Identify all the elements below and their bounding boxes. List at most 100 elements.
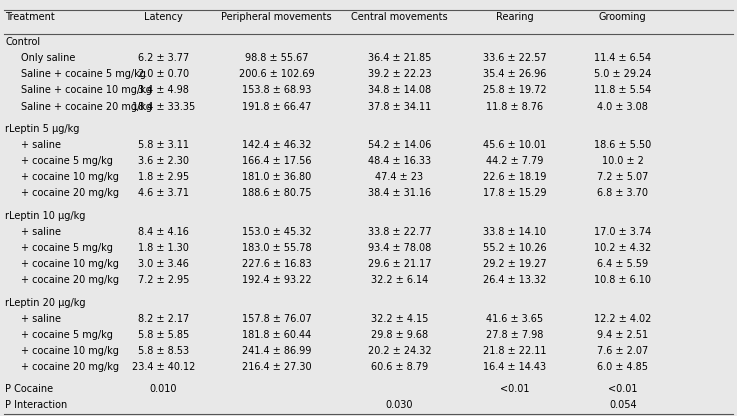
Text: 39.2 ± 22.23: 39.2 ± 22.23 (368, 69, 431, 79)
Text: 7.2 ± 2.95: 7.2 ± 2.95 (138, 275, 189, 285)
Text: 192.4 ± 93.22: 192.4 ± 93.22 (242, 275, 311, 285)
Text: 93.4 ± 78.08: 93.4 ± 78.08 (368, 243, 431, 253)
Text: rLeptin 20 µg/kg: rLeptin 20 µg/kg (5, 297, 85, 308)
Text: 36.4 ± 21.85: 36.4 ± 21.85 (368, 53, 431, 64)
Text: Saline + cocaine 20 mg/kg: Saline + cocaine 20 mg/kg (21, 102, 153, 111)
Text: 10.2 ± 4.32: 10.2 ± 4.32 (594, 243, 652, 253)
Text: Central movements: Central movements (351, 12, 448, 22)
Text: 6.2 ± 3.77: 6.2 ± 3.77 (138, 53, 189, 64)
Text: 11.4 ± 6.54: 11.4 ± 6.54 (594, 53, 652, 64)
Text: + cocaine 20 mg/kg: + cocaine 20 mg/kg (21, 275, 119, 285)
Text: + cocaine 20 mg/kg: + cocaine 20 mg/kg (21, 362, 119, 372)
Text: 33.8 ± 14.10: 33.8 ± 14.10 (483, 227, 546, 237)
Text: 183.0 ± 55.78: 183.0 ± 55.78 (242, 243, 311, 253)
Text: 11.8 ± 5.54: 11.8 ± 5.54 (594, 85, 652, 96)
Text: 38.4 ± 31.16: 38.4 ± 31.16 (368, 188, 431, 198)
Text: 37.8 ± 34.11: 37.8 ± 34.11 (368, 102, 431, 111)
Text: <0.01: <0.01 (500, 384, 529, 394)
Text: 5.0 ± 29.24: 5.0 ± 29.24 (594, 69, 652, 79)
Text: 29.2 ± 19.27: 29.2 ± 19.27 (483, 259, 546, 269)
Text: 0.030: 0.030 (385, 400, 413, 411)
Text: 181.8 ± 60.44: 181.8 ± 60.44 (242, 329, 311, 340)
Text: 17.8 ± 15.29: 17.8 ± 15.29 (483, 188, 546, 198)
Text: 4.6 ± 3.71: 4.6 ± 3.71 (138, 188, 189, 198)
Text: 157.8 ± 76.07: 157.8 ± 76.07 (242, 314, 311, 324)
Text: 55.2 ± 10.26: 55.2 ± 10.26 (483, 243, 546, 253)
Text: 166.4 ± 17.56: 166.4 ± 17.56 (242, 156, 311, 166)
Text: 32.2 ± 4.15: 32.2 ± 4.15 (371, 314, 428, 324)
Text: 32.2 ± 6.14: 32.2 ± 6.14 (371, 275, 428, 285)
Text: 191.8 ± 66.47: 191.8 ± 66.47 (242, 102, 311, 111)
Text: rLeptin 10 µg/kg: rLeptin 10 µg/kg (5, 211, 85, 221)
Text: 5.8 ± 5.85: 5.8 ± 5.85 (138, 329, 189, 340)
Text: 3.6 ± 2.30: 3.6 ± 2.30 (138, 156, 189, 166)
Text: 7.2 ± 5.07: 7.2 ± 5.07 (597, 172, 649, 182)
Text: 45.6 ± 10.01: 45.6 ± 10.01 (483, 140, 546, 150)
Text: 216.4 ± 27.30: 216.4 ± 27.30 (242, 362, 311, 372)
Text: 33.8 ± 22.77: 33.8 ± 22.77 (368, 227, 431, 237)
Text: 10.8 ± 6.10: 10.8 ± 6.10 (594, 275, 652, 285)
Text: 8.2 ± 2.17: 8.2 ± 2.17 (138, 314, 189, 324)
Text: 27.8 ± 7.98: 27.8 ± 7.98 (486, 329, 543, 340)
Text: 153.8 ± 68.93: 153.8 ± 68.93 (242, 85, 311, 96)
Text: 33.6 ± 22.57: 33.6 ± 22.57 (483, 53, 546, 64)
Text: + cocaine 10 mg/kg: + cocaine 10 mg/kg (21, 172, 119, 182)
Text: P Cocaine: P Cocaine (5, 384, 53, 394)
Text: + cocaine 10 mg/kg: + cocaine 10 mg/kg (21, 259, 119, 269)
Text: 34.8 ± 14.08: 34.8 ± 14.08 (368, 85, 431, 96)
Text: + cocaine 20 mg/kg: + cocaine 20 mg/kg (21, 188, 119, 198)
Text: Only saline: Only saline (21, 53, 76, 64)
Text: 6.4 ± 5.59: 6.4 ± 5.59 (597, 259, 649, 269)
Text: 188.6 ± 80.75: 188.6 ± 80.75 (242, 188, 311, 198)
Text: 29.8 ± 9.68: 29.8 ± 9.68 (371, 329, 428, 340)
Text: 12.2 ± 4.02: 12.2 ± 4.02 (594, 314, 652, 324)
Text: 98.8 ± 55.67: 98.8 ± 55.67 (245, 53, 308, 64)
Text: 10.0 ± 2: 10.0 ± 2 (602, 156, 643, 166)
Text: Rearing: Rearing (495, 12, 534, 22)
Text: 25.8 ± 19.72: 25.8 ± 19.72 (483, 85, 546, 96)
Text: 18.4 ± 33.35: 18.4 ± 33.35 (132, 102, 195, 111)
Text: 3.4 ± 4.98: 3.4 ± 4.98 (138, 85, 189, 96)
Text: 54.2 ± 14.06: 54.2 ± 14.06 (368, 140, 431, 150)
Text: 8.4 ± 4.16: 8.4 ± 4.16 (138, 227, 189, 237)
Text: + cocaine 5 mg/kg: + cocaine 5 mg/kg (21, 156, 113, 166)
Text: 181.0 ± 36.80: 181.0 ± 36.80 (242, 172, 311, 182)
Text: + cocaine 10 mg/kg: + cocaine 10 mg/kg (21, 346, 119, 356)
Text: 23.4 ± 40.12: 23.4 ± 40.12 (132, 362, 195, 372)
Text: 44.2 ± 7.79: 44.2 ± 7.79 (486, 156, 543, 166)
Text: Saline + cocaine 5 mg/kg: Saline + cocaine 5 mg/kg (21, 69, 146, 79)
Text: 227.6 ± 16.83: 227.6 ± 16.83 (242, 259, 311, 269)
Text: Treatment: Treatment (5, 12, 55, 22)
Text: 48.4 ± 16.33: 48.4 ± 16.33 (368, 156, 431, 166)
Text: 26.4 ± 13.32: 26.4 ± 13.32 (483, 275, 546, 285)
Text: 20.2 ± 24.32: 20.2 ± 24.32 (368, 346, 431, 356)
Text: 2.0 ± 0.70: 2.0 ± 0.70 (138, 69, 189, 79)
Text: 200.6 ± 102.69: 200.6 ± 102.69 (239, 69, 314, 79)
Text: 21.8 ± 22.11: 21.8 ± 22.11 (483, 346, 546, 356)
Text: Grooming: Grooming (599, 12, 646, 22)
Text: 5.8 ± 3.11: 5.8 ± 3.11 (138, 140, 189, 150)
Text: + saline: + saline (21, 140, 61, 150)
Text: 6.8 ± 3.70: 6.8 ± 3.70 (597, 188, 649, 198)
Text: 0.054: 0.054 (609, 400, 637, 411)
Text: 6.0 ± 4.85: 6.0 ± 4.85 (597, 362, 649, 372)
Text: 47.4 ± 23: 47.4 ± 23 (375, 172, 424, 182)
Text: 17.0 ± 3.74: 17.0 ± 3.74 (594, 227, 652, 237)
Text: 3.0 ± 3.46: 3.0 ± 3.46 (138, 259, 189, 269)
Text: 41.6 ± 3.65: 41.6 ± 3.65 (486, 314, 543, 324)
Text: Latency: Latency (144, 12, 183, 22)
Text: rLeptin 5 µg/kg: rLeptin 5 µg/kg (5, 124, 80, 134)
Text: Control: Control (5, 37, 41, 47)
Text: 60.6 ± 8.79: 60.6 ± 8.79 (371, 362, 428, 372)
Text: 1.8 ± 2.95: 1.8 ± 2.95 (138, 172, 189, 182)
Text: Peripheral movements: Peripheral movements (221, 12, 332, 22)
Text: 18.6 ± 5.50: 18.6 ± 5.50 (594, 140, 652, 150)
Text: 9.4 ± 2.51: 9.4 ± 2.51 (597, 329, 649, 340)
Text: 4.0 ± 3.08: 4.0 ± 3.08 (597, 102, 649, 111)
Text: + saline: + saline (21, 314, 61, 324)
Text: 22.6 ± 18.19: 22.6 ± 18.19 (483, 172, 546, 182)
Text: + saline: + saline (21, 227, 61, 237)
Text: Saline + cocaine 10 mg/kg: Saline + cocaine 10 mg/kg (21, 85, 153, 96)
Text: 5.8 ± 8.53: 5.8 ± 8.53 (138, 346, 189, 356)
Text: 16.4 ± 14.43: 16.4 ± 14.43 (483, 362, 546, 372)
